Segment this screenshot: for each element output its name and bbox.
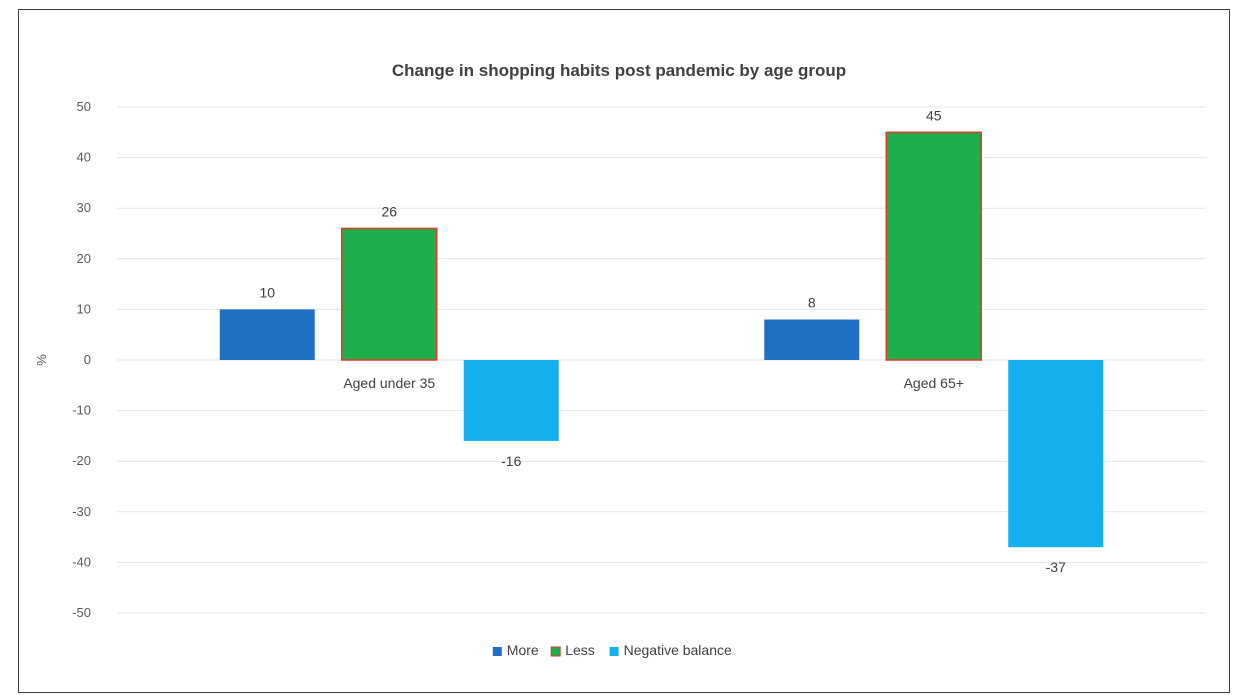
y-tick-label: -40: [72, 554, 91, 569]
bar: [885, 131, 982, 361]
data-label: -16: [501, 453, 521, 469]
y-tick-label: 10: [77, 301, 91, 316]
bar: [764, 319, 860, 360]
y-axis-ticks: 50 40 30 20 10 0 -10 -20 -30 -40 -50: [72, 99, 91, 620]
y-tick-label: 40: [77, 150, 91, 165]
bar: [1008, 360, 1104, 548]
bar: [463, 360, 559, 441]
category-label: Aged under 35: [343, 375, 435, 391]
data-label: 10: [259, 284, 275, 300]
y-tick-label: 30: [77, 200, 91, 215]
chart-svg: Change in shopping habits post pandemic …: [34, 61, 1206, 658]
bar: [219, 309, 315, 360]
y-tick-label: 50: [77, 99, 91, 114]
legend-label: More: [507, 642, 539, 658]
legend: More Less Negative balance: [492, 642, 732, 658]
category-labels: Aged under 35 Aged 65+: [343, 375, 964, 391]
legend-swatch: [550, 646, 561, 657]
y-tick-label: -30: [72, 504, 91, 519]
chart-title: Change in shopping habits post pandemic …: [392, 61, 846, 80]
y-tick-label: -50: [72, 605, 91, 620]
y-tick-label: -10: [72, 403, 91, 418]
y-tick-label: 20: [77, 251, 91, 266]
legend-label: Less: [565, 642, 595, 658]
bar: [341, 227, 438, 361]
data-label: 26: [381, 203, 397, 219]
data-labels: 10 26 -16 8 45 -37: [259, 107, 1066, 575]
category-label: Aged 65+: [904, 375, 964, 391]
legend-swatch: [609, 647, 619, 656]
data-label: -37: [1046, 559, 1066, 575]
legend-label: Negative balance: [624, 642, 732, 658]
legend-swatch: [492, 647, 502, 656]
chart-frame: Change in shopping habits post pandemic …: [18, 9, 1230, 693]
y-axis-label: %: [34, 354, 49, 366]
y-tick-label: -20: [72, 453, 91, 468]
data-label: 8: [808, 295, 816, 311]
y-tick-label: 0: [84, 352, 91, 367]
bars: [219, 131, 1104, 548]
data-label: 45: [926, 107, 942, 123]
